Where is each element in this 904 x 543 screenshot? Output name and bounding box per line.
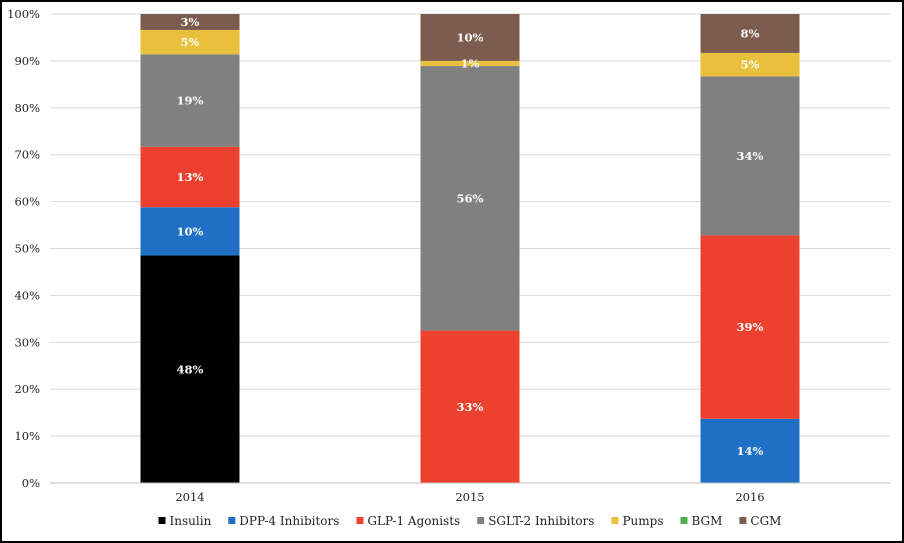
y-tick-label: 100% bbox=[7, 7, 40, 21]
data-label: 3% bbox=[181, 15, 200, 29]
bar-segment bbox=[700, 52, 800, 77]
bar-segment bbox=[700, 14, 800, 53]
y-tick-label: 70% bbox=[14, 148, 40, 162]
data-label: 8% bbox=[741, 26, 760, 40]
data-label: 34% bbox=[737, 149, 764, 163]
legend-label: SGLT-2 Inhibitors bbox=[488, 514, 594, 528]
legend-item: GLP-1 Agonists bbox=[356, 514, 460, 528]
bar-segment bbox=[140, 255, 240, 483]
x-tick-label: 2014 bbox=[175, 490, 204, 504]
x-axis: 2014 2015 2016 bbox=[50, 482, 890, 504]
bar-segment bbox=[140, 146, 240, 208]
y-tick-label: 80% bbox=[14, 101, 40, 115]
y-tick-label: 0% bbox=[22, 476, 40, 490]
y-tick-label: 50% bbox=[14, 242, 40, 256]
y-tick-label: 20% bbox=[14, 382, 40, 396]
x-tick-label: 2015 bbox=[455, 490, 484, 504]
bar-segment bbox=[700, 76, 800, 236]
legend-swatch bbox=[739, 517, 747, 524]
legend-swatch bbox=[477, 517, 485, 524]
legend-label: GLP-1 Agonists bbox=[367, 514, 460, 528]
y-tick-label: 60% bbox=[14, 195, 40, 209]
legend-swatch bbox=[356, 517, 364, 524]
legend: Insulin DPP-4 Inhibitors GLP-1 Agonists SGL… bbox=[158, 514, 781, 528]
bar-segment bbox=[420, 330, 520, 483]
legend-swatch bbox=[158, 517, 166, 524]
y-tick-label: 30% bbox=[14, 335, 40, 349]
legend-item: SGLT-2 Inhibitors bbox=[477, 514, 594, 528]
data-label: 48% bbox=[177, 362, 204, 376]
data-labels: 48% 10% 13% 19% 5% 3% 33% 56% 1% 10% 14% 39% 34% 5% 8% bbox=[177, 15, 764, 458]
legend-label: CGM bbox=[750, 514, 781, 528]
y-tick-label: 90% bbox=[14, 54, 40, 68]
legend-swatch bbox=[611, 517, 619, 524]
legend-item: DPP-4 Inhibitors bbox=[228, 514, 339, 528]
legend-item: Pumps bbox=[611, 514, 663, 528]
data-label: 5% bbox=[741, 58, 760, 72]
legend-item: BGM bbox=[680, 514, 722, 528]
data-label: 39% bbox=[737, 320, 764, 334]
legend-item: CGM bbox=[739, 514, 781, 528]
y-axis: 0% 10% 20% 30% 40% 50% 60% 70% 80% 90% 100% bbox=[7, 7, 40, 490]
bar-segment bbox=[140, 54, 240, 147]
bar-segment bbox=[420, 60, 520, 67]
data-label: 10% bbox=[457, 30, 484, 44]
bar-segment bbox=[700, 235, 800, 419]
bar-segment bbox=[700, 418, 800, 483]
data-label: 10% bbox=[177, 224, 204, 238]
bar-segment bbox=[140, 29, 240, 55]
legend-swatch bbox=[228, 517, 236, 524]
legend-swatch bbox=[680, 517, 688, 524]
legend-label: Insulin bbox=[170, 514, 212, 528]
legend-label: BGM bbox=[691, 514, 722, 528]
legend-label: Pumps bbox=[622, 514, 663, 528]
bar-segment bbox=[420, 66, 520, 331]
data-label: 1% bbox=[461, 56, 480, 70]
bar-segment bbox=[140, 14, 240, 30]
y-tick-label: 40% bbox=[14, 288, 40, 302]
data-label: 33% bbox=[457, 400, 484, 414]
y-tick-label: 10% bbox=[14, 429, 40, 443]
legend-label: DPP-4 Inhibitors bbox=[239, 514, 339, 528]
data-label: 13% bbox=[177, 170, 204, 184]
data-label: 5% bbox=[181, 35, 200, 49]
data-label: 56% bbox=[457, 191, 484, 205]
bar-segment bbox=[420, 14, 520, 61]
bar-segment bbox=[140, 207, 240, 256]
bars bbox=[140, 14, 800, 483]
data-label: 14% bbox=[737, 444, 764, 458]
x-tick-label: 2016 bbox=[735, 490, 764, 504]
legend-item: Insulin bbox=[158, 514, 212, 528]
data-label: 19% bbox=[177, 94, 204, 108]
